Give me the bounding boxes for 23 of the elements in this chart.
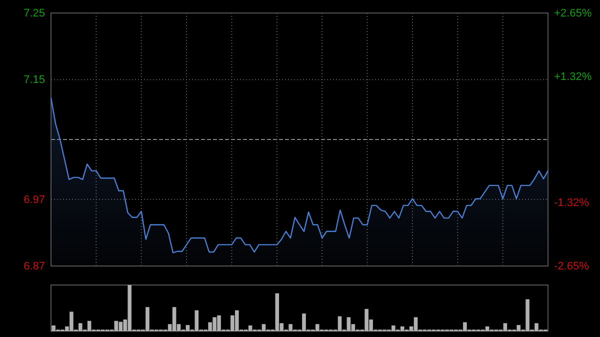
bar xyxy=(400,326,404,331)
y2-tick-label: +1.32% xyxy=(554,71,592,84)
bar xyxy=(485,326,490,331)
y2-tick-label: -2.65% xyxy=(554,260,590,273)
y-tick-label: 7.25 xyxy=(24,8,45,20)
y-tick-label: 7.15 xyxy=(24,74,45,86)
bar xyxy=(338,316,342,331)
bar xyxy=(262,324,266,331)
y2-tick-label: -1.32% xyxy=(554,197,590,210)
bar xyxy=(186,325,190,331)
y2-tick-label: +2.65% xyxy=(554,8,592,20)
bar xyxy=(194,310,199,331)
bar xyxy=(248,325,252,331)
bar xyxy=(118,322,123,331)
bar xyxy=(114,320,118,331)
y-tick-label: 6.87 xyxy=(24,260,45,273)
bar xyxy=(503,323,508,331)
y-tick-label: 6.97 xyxy=(24,194,45,206)
bar xyxy=(275,293,280,331)
bar xyxy=(414,317,418,331)
bar xyxy=(172,307,176,331)
bar xyxy=(346,317,351,331)
bar xyxy=(87,320,92,331)
